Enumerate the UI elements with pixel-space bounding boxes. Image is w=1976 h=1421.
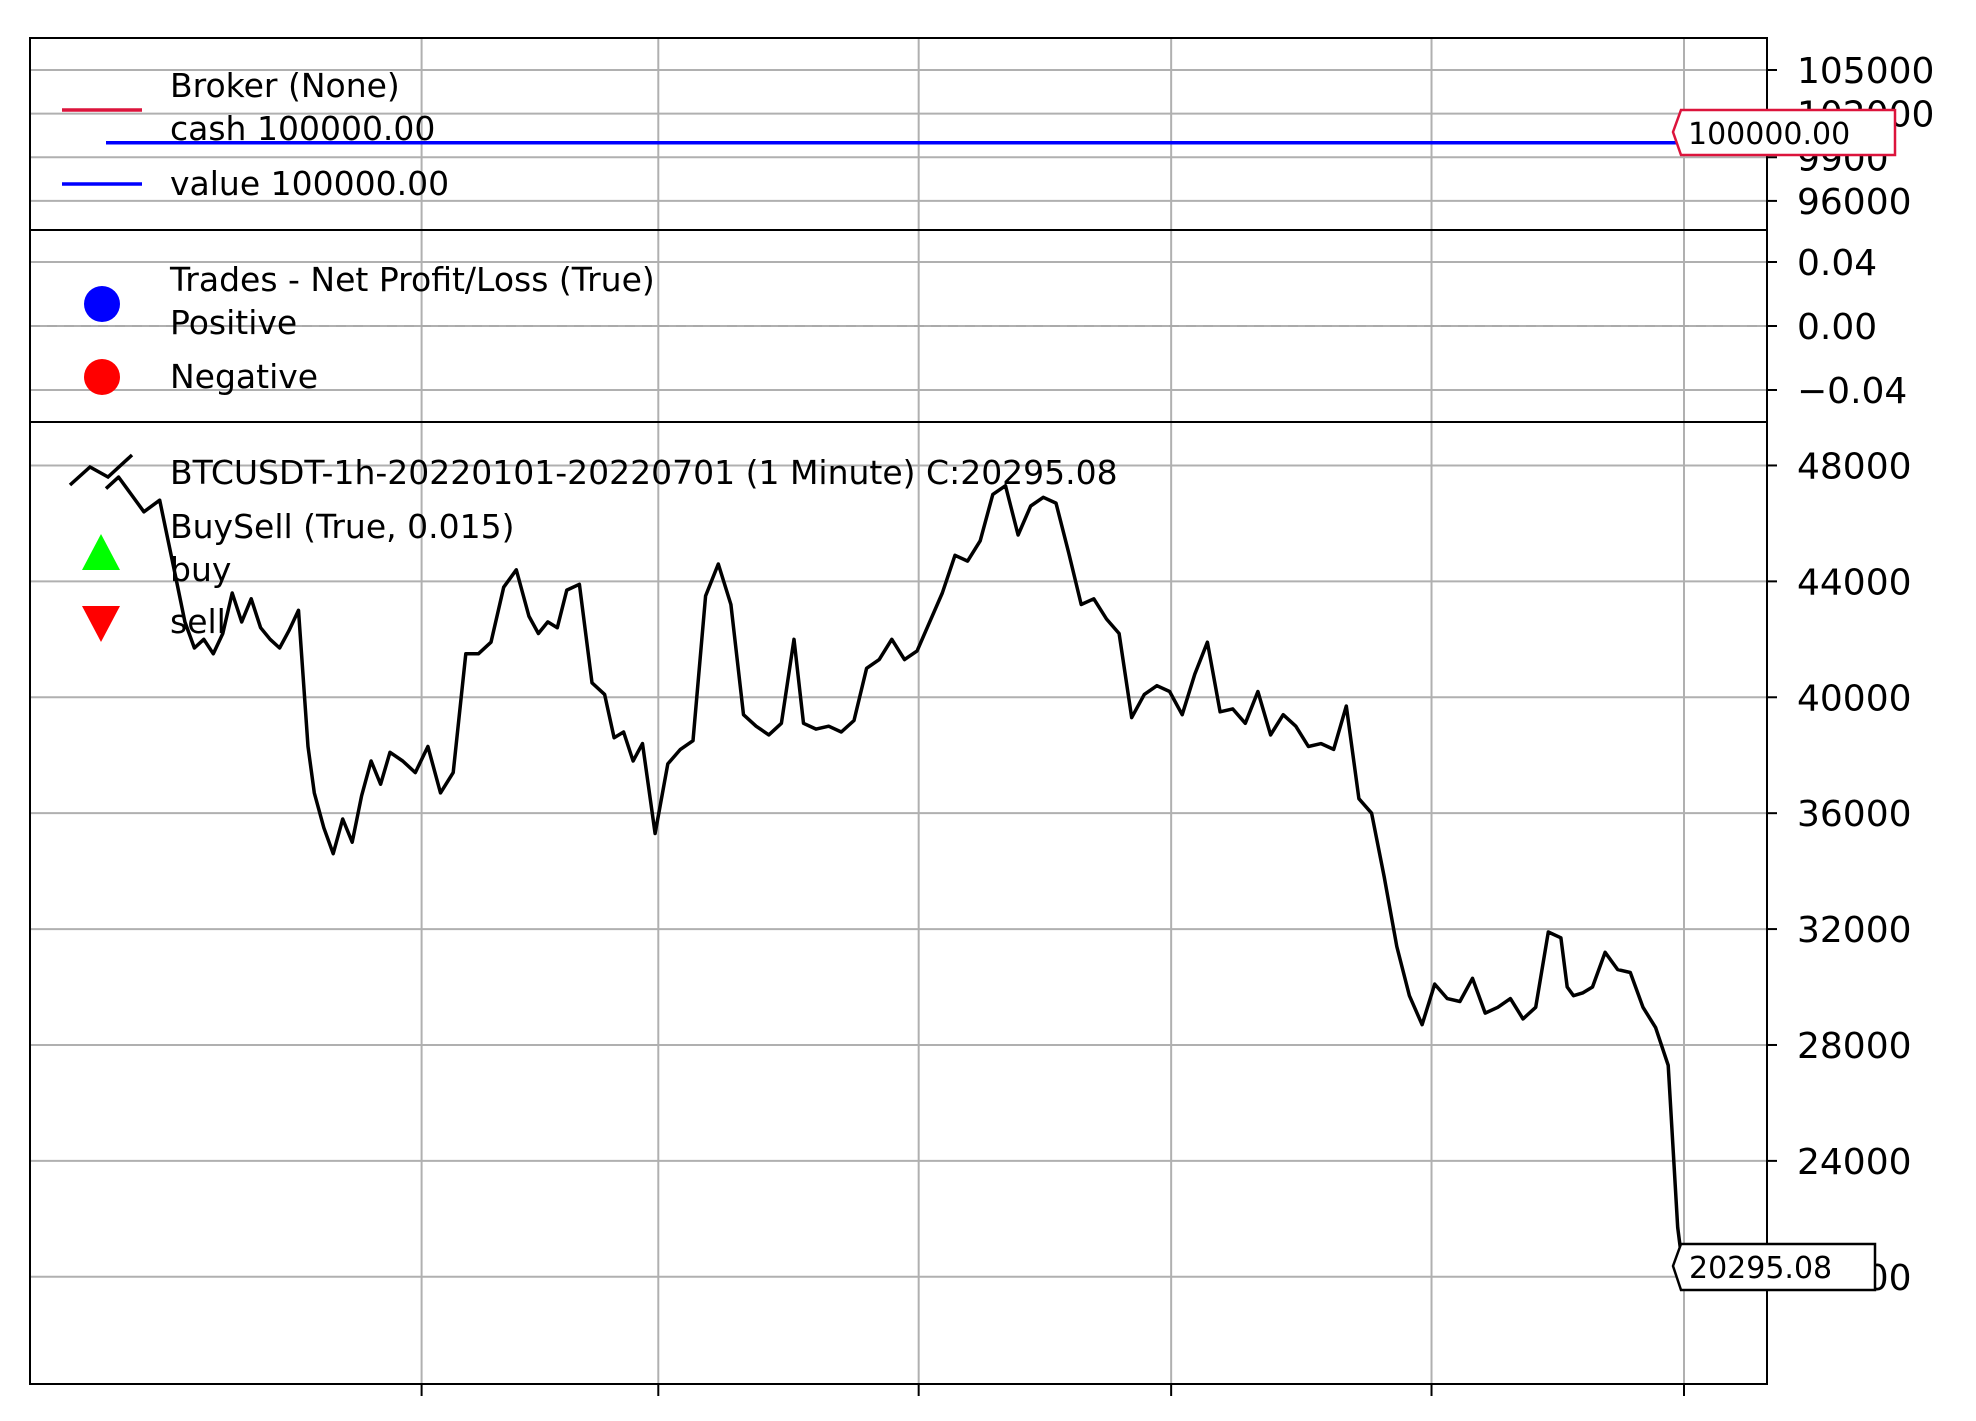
price-legend: BTCUSDT-1h-20220101-20220701 (1 Minute) … <box>68 453 1118 642</box>
price-legend-title: BTCUSDT-1h-20220101-20220701 (1 Minute) … <box>170 453 1118 492</box>
price-panel: 2000024000280003200036000400004400048000… <box>29 421 1912 1396</box>
y-tick-label: 48000 <box>1797 446 1912 487</box>
broker-legend-title: Broker (None) <box>170 66 400 105</box>
buysell-legend-title: BuySell (True, 0.015) <box>170 507 514 546</box>
trades-legend: Trades - Net Profit/Loss (True) Positive… <box>84 260 655 396</box>
sell-legend-label: sell <box>170 602 226 641</box>
sell-triangle-down-icon <box>82 606 120 642</box>
negative-marker <box>84 359 120 395</box>
price-tag-box <box>1671 1242 1877 1292</box>
trades-panel: −0.04 0.00 0.04 Trades - Net Profit/Loss (… <box>29 229 1907 423</box>
y-tick-label: −0.04 <box>1797 371 1907 412</box>
broker-grid <box>30 38 1767 230</box>
y-tick-label: 0.00 <box>1797 307 1877 348</box>
cash-legend-label: cash 100000.00 <box>170 109 435 148</box>
y-tick-label: 24000 <box>1797 1142 1912 1183</box>
value-legend-label: value 100000.00 <box>170 164 449 203</box>
broker-legend: Broker (None) cash 100000.00 value 10000… <box>62 66 449 203</box>
cash-tag-box <box>1671 108 1897 157</box>
y-tick-label: 36000 <box>1797 794 1912 835</box>
price-last-value-tag: 20295.08 <box>1671 1242 1877 1292</box>
buy-triangle-up-icon <box>82 534 120 570</box>
y-tick-label: 44000 <box>1797 562 1912 603</box>
negative-legend-label: Negative <box>170 357 318 396</box>
price-tag-text: 20295.08 <box>1689 1251 1832 1286</box>
y-tick-label: 105000 <box>1797 51 1934 92</box>
y-tick-label: 32000 <box>1797 910 1912 951</box>
price-legend-icon <box>68 453 134 487</box>
broker-panel: 960009900102000105000 Broker (None) cash… <box>29 37 1934 231</box>
y-tick-label: 40000 <box>1797 678 1912 719</box>
close-price-line <box>104 475 1686 1278</box>
price-frame <box>29 421 1768 1385</box>
cash-last-value-tag: 100000.00 <box>1671 108 1897 157</box>
y-tick-label: 96000 <box>1797 182 1912 223</box>
positive-legend-label: Positive <box>170 303 297 342</box>
y-tick-label: 28000 <box>1797 1026 1912 1067</box>
cash-tag-text: 100000.00 <box>1688 117 1850 152</box>
y-tick-label: 0.04 <box>1797 243 1877 284</box>
trades-legend-title: Trades - Net Profit/Loss (True) <box>169 260 655 299</box>
buy-legend-label: buy <box>170 550 231 589</box>
x-axis-ticks <box>420 1384 1685 1396</box>
trades-y-ticks: −0.04 0.00 0.04 <box>1767 243 1907 412</box>
positive-marker <box>84 286 120 322</box>
